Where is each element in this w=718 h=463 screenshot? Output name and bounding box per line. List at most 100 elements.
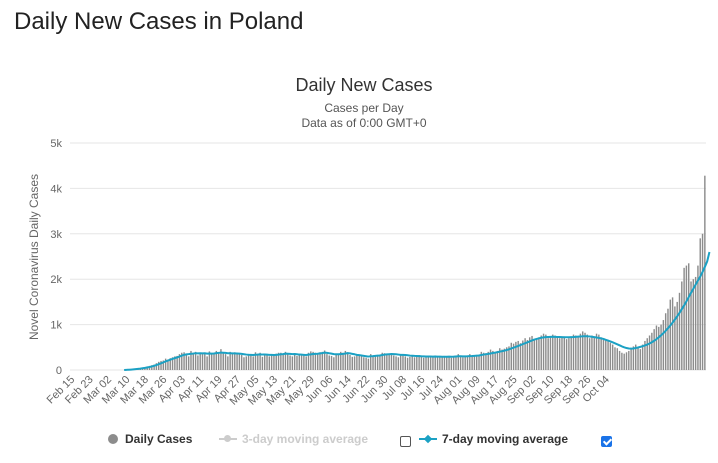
legend-item-3-day-average[interactable]: 3-day moving average (219, 432, 368, 446)
daily-cases-bar (360, 356, 363, 370)
daily-cases-bar (512, 343, 515, 370)
daily-cases-bar (217, 352, 220, 370)
daily-cases-bar (549, 336, 552, 370)
daily-cases-bar (487, 351, 489, 370)
daily-cases-bar (289, 355, 291, 370)
daily-cases-bar (478, 354, 480, 370)
daily-cases-bar (538, 337, 540, 370)
daily-cases-bar (653, 329, 655, 370)
daily-cases-bar (192, 352, 194, 370)
daily-cases-bar (600, 337, 602, 370)
daily-cases-bar (628, 350, 630, 370)
daily-cases-bar (660, 324, 662, 370)
line-diamond-icon (419, 434, 437, 444)
daily-cases-bar (683, 267, 685, 370)
daily-cases-bar (390, 353, 393, 370)
daily-cases-bar (519, 343, 522, 370)
daily-cases-bar (685, 265, 688, 370)
daily-cases-bar (259, 352, 261, 370)
daily-cases-bar (187, 356, 190, 370)
daily-cases-bar (370, 354, 372, 370)
daily-cases-bar (416, 355, 418, 370)
toggle-3-day-checkbox[interactable] (400, 436, 411, 447)
daily-cases-bar (448, 356, 450, 370)
daily-cases-bar (439, 356, 441, 370)
daily-cases-bar (194, 351, 197, 370)
daily-cases-bar (314, 352, 317, 370)
daily-cases-bar (469, 354, 471, 370)
daily-cases-bar (381, 352, 383, 370)
daily-cases-bar (630, 348, 632, 370)
daily-cases-bar (418, 355, 420, 370)
daily-cases-bar (363, 357, 365, 370)
daily-cases-bar (277, 352, 280, 370)
daily-cases-bar (575, 335, 577, 370)
daily-cases-bar (275, 353, 277, 370)
legend-item-7-day-average[interactable]: 7-day moving average (419, 432, 568, 446)
daily-cases-bar (681, 281, 683, 370)
daily-cases-bar (577, 336, 579, 370)
daily-cases-bar (220, 349, 222, 370)
daily-cases-bar (586, 334, 589, 370)
daily-cases-bar (563, 336, 565, 370)
chart-svg: Daily New Cases Cases per Day Data as of… (27, 75, 711, 408)
daily-cases-bar (236, 353, 238, 370)
daily-cases-bar (335, 355, 337, 370)
daily-cases-bar (540, 335, 542, 370)
daily-cases-bar (554, 335, 556, 370)
daily-cases-bar (296, 355, 298, 370)
daily-cases-bar (372, 355, 374, 370)
daily-cases-bar (374, 355, 377, 370)
daily-cases-bar (330, 355, 333, 370)
daily-cases-bar (529, 337, 531, 370)
daily-cases-bar (240, 355, 243, 370)
daily-cases-bar (185, 355, 188, 370)
daily-cases-bar (268, 356, 271, 370)
y-tick-label: 3k (50, 229, 62, 241)
daily-cases-bar (247, 355, 250, 370)
daily-cases-bar (434, 355, 436, 370)
daily-cases-bar (261, 356, 264, 370)
daily-cases-bar (169, 358, 171, 370)
daily-cases-bar (667, 308, 669, 370)
daily-cases-bar (197, 355, 199, 370)
y-axis-ticks: 0 1k 2k 3k 4k 5k (50, 138, 62, 377)
daily-cases-bar (171, 357, 174, 370)
daily-cases-bar (406, 357, 409, 370)
daily-cases-bar (300, 354, 303, 370)
daily-cases-bar (346, 352, 349, 370)
toggle-7-day-checkbox[interactable] (601, 436, 612, 447)
daily-cases-bar (464, 356, 466, 370)
chart-title: Daily New Cases (295, 75, 432, 95)
daily-cases-bar (533, 339, 536, 370)
daily-cases-bar (238, 354, 241, 370)
y-tick-label: 4k (50, 183, 62, 195)
daily-cases-bar (692, 279, 695, 370)
daily-cases-bar (542, 333, 545, 370)
daily-cases-bar (473, 355, 476, 370)
daily-cases-bar (655, 325, 658, 370)
daily-cases-bar (593, 336, 595, 370)
daily-cases-bar (501, 349, 503, 370)
daily-cases-bar (648, 335, 651, 370)
daily-cases-bar (510, 342, 512, 370)
daily-cases-bar (609, 342, 612, 370)
daily-cases-bar (565, 339, 568, 370)
daily-cases-bar (457, 354, 459, 370)
daily-cases-bar (452, 356, 455, 370)
daily-cases-bar (340, 351, 342, 370)
daily-cases-bar (432, 355, 434, 370)
chart-legend: Daily Cases 3-day moving average 7-day m… (0, 432, 718, 452)
daily-cases-bar (471, 356, 473, 370)
y-axis-label: Novel Coronavirus Daily Cases (27, 174, 41, 340)
daily-cases-bar (476, 355, 478, 370)
daily-cases-bar (651, 332, 653, 370)
daily-cases-bar (319, 352, 321, 370)
daily-cases-bar (270, 355, 273, 370)
daily-cases-bar (411, 356, 413, 370)
daily-cases-bar (155, 363, 158, 370)
legend-item-daily-cases[interactable]: Daily Cases (108, 432, 192, 446)
line-marker-icon (219, 434, 237, 444)
daily-cases-bar (282, 353, 284, 370)
